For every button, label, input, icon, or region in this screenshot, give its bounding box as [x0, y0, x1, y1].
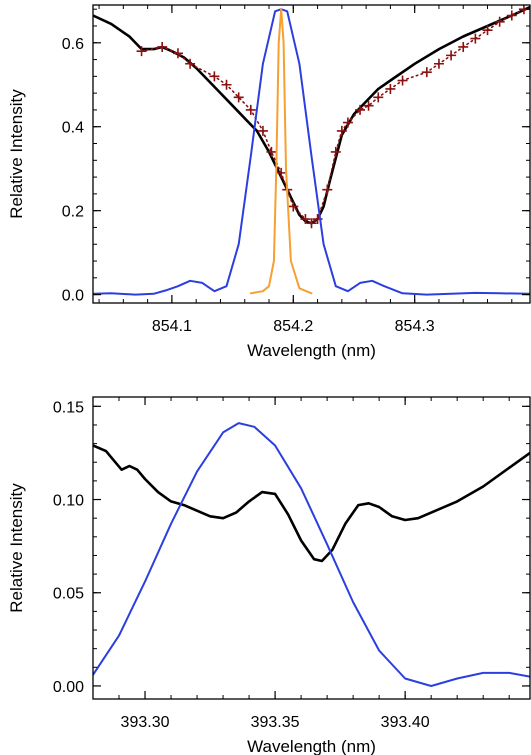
series-marker: [433, 58, 444, 69]
series-group: [93, 422, 530, 687]
series-marker: [373, 92, 384, 103]
series-marker: [233, 92, 244, 103]
series-marker: [172, 48, 183, 59]
x-tick-label: 854.2: [273, 318, 313, 335]
y-axis-title: Relative Intensity: [7, 483, 26, 613]
plot-frame: [92, 4, 531, 304]
y-axis-title: Relative Intensity: [7, 89, 26, 219]
series-marker: [266, 146, 277, 157]
chart-panel-1: 854.1 854.2 854.3 0.0 0.2 0.4 0.6 Wavelength (n…: [7, 4, 531, 360]
y-tick-label: 0.4: [62, 120, 84, 137]
series-marker: [342, 117, 353, 128]
series-marker: [494, 16, 505, 27]
series-marker: [363, 100, 374, 111]
x-tick-label: 854.1: [152, 318, 192, 335]
series-marker: [322, 184, 333, 195]
series-marker: [276, 167, 287, 178]
x-axis-title: Wavelength (nm): [247, 737, 376, 755]
series-group: [93, 5, 530, 296]
series-marker: [355, 104, 366, 115]
y-tick-label: 0.00: [53, 679, 84, 696]
series-line-2: [140, 8, 525, 225]
series-marker: [257, 125, 268, 136]
y-tick-label: 0.6: [62, 36, 84, 53]
series-line-3: [93, 8, 530, 296]
series-marker: [221, 79, 232, 90]
series-marker: [157, 41, 168, 52]
series-marker: [470, 33, 481, 44]
plot-frame: [92, 396, 531, 700]
series-marker: [336, 125, 347, 136]
series-marker: [185, 58, 196, 69]
x-tick-label: 393.30: [121, 714, 170, 731]
y-tick-label: 0.15: [53, 399, 84, 416]
chart-panel-2: 393.30 393.35 393.40 0.00 0.05 0.10 0.15 Wavele…: [7, 396, 531, 755]
series-marker: [288, 201, 299, 212]
y-tick-label: 0.0: [62, 288, 84, 305]
series-line-2: [93, 422, 530, 687]
series-marker: [506, 10, 517, 21]
series-marker: [397, 75, 408, 86]
y-tick-label: 0.10: [53, 493, 84, 510]
series-marker: [482, 25, 493, 36]
x-tick-label: 393.35: [251, 714, 300, 731]
series-marker: [446, 50, 457, 61]
x-tick-label: 393.40: [381, 714, 430, 731]
series-marker: [306, 218, 317, 229]
series-marker: [385, 83, 396, 94]
series-line-1: [93, 444, 530, 563]
y-tick-label: 0.2: [62, 204, 84, 221]
x-tick-label: 854.3: [395, 318, 435, 335]
series-marker: [330, 146, 341, 157]
y-tick-label: 0.05: [53, 586, 84, 603]
series-marker: [209, 71, 220, 82]
series-marker: [136, 46, 147, 57]
series-marker: [421, 67, 432, 78]
series-marker: [300, 214, 311, 225]
series-line-4: [249, 8, 313, 295]
x-axis-title: Wavelength (nm): [247, 341, 376, 360]
series-marker: [458, 41, 469, 52]
series-marker: [245, 104, 256, 115]
series-line-1: [93, 5, 530, 225]
